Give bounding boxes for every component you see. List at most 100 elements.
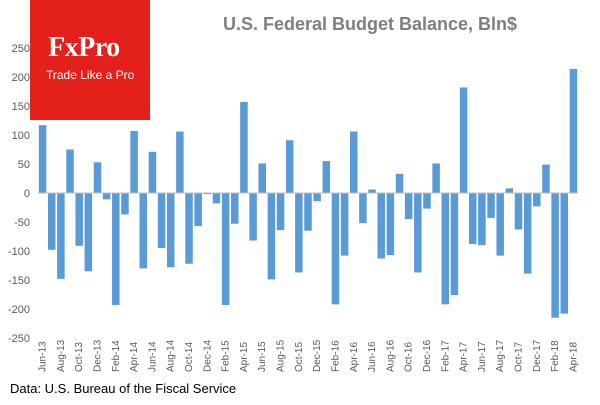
y-axis: 250 200 150 100 50 0 -50 -100 -150 -200 -250	[8, 43, 30, 345]
bar	[258, 163, 266, 193]
y-tick-label: -150	[8, 275, 30, 287]
bar	[569, 68, 578, 193]
x-tick-label: Aug-15	[276, 339, 287, 372]
x-tick-label: Dec-17	[532, 339, 543, 372]
y-tick-label: -50	[14, 217, 30, 229]
fxpro-logo: FxPro Trade Like a Pro	[30, 0, 150, 120]
bar	[468, 193, 477, 245]
x-tick-label: Apr-15	[239, 342, 250, 372]
bar	[340, 193, 349, 256]
x-tick-label: Jun-15	[257, 341, 268, 372]
bar	[121, 193, 129, 215]
bar	[478, 193, 486, 246]
bar	[276, 193, 285, 231]
x-tick-label: Oct-17	[514, 342, 525, 372]
x-tick-label: Jun-13	[38, 341, 49, 372]
x-tick-label: Feb-14	[111, 340, 122, 372]
x-tick-label: Feb-15	[221, 340, 232, 372]
x-tick-label: Dec-15	[312, 339, 323, 372]
bar	[331, 193, 340, 305]
x-tick-label: Oct-16	[404, 342, 415, 372]
bar	[47, 193, 56, 250]
x-tick-label: Feb-17	[440, 340, 451, 372]
x-tick-label: Aug-16	[385, 339, 396, 372]
bar	[221, 193, 230, 305]
x-tick-label: Oct-14	[184, 342, 195, 372]
bar	[560, 193, 569, 314]
source-note: Data: U.S. Bureau of the Fiscal Service	[10, 381, 237, 396]
x-tick-label: Dec-16	[422, 339, 433, 372]
x-tick-label: Oct-15	[294, 342, 305, 372]
bar	[212, 193, 221, 204]
y-tick-label: 50	[18, 159, 30, 171]
x-tick-label: Jun-16	[367, 341, 378, 372]
bar	[496, 193, 504, 256]
x-tick-label: Apr-16	[349, 342, 360, 372]
bar	[533, 193, 541, 207]
bar	[414, 193, 422, 273]
bar-series	[38, 68, 578, 318]
logo-wordmark: FxPro	[48, 32, 120, 63]
logo-tagline: Trade Like a Pro	[46, 68, 135, 82]
x-tick-label: Dec-14	[202, 339, 213, 372]
x-tick-label: Aug-14	[166, 339, 177, 372]
bar	[295, 193, 303, 273]
bar	[75, 193, 83, 246]
bar	[38, 125, 47, 193]
bar	[194, 193, 202, 227]
bar	[322, 161, 331, 193]
bar	[359, 193, 367, 224]
chart-title: U.S. Federal Budget Balance, Bln$	[222, 14, 518, 34]
bar	[432, 163, 440, 193]
x-tick-label: Apr-14	[129, 342, 140, 372]
bar	[148, 151, 157, 193]
bar	[267, 193, 276, 280]
y-tick-label: -250	[8, 333, 30, 345]
bar	[130, 130, 138, 193]
bar	[423, 193, 431, 209]
bar	[441, 193, 450, 305]
bar	[84, 193, 93, 272]
x-tick-label: Jun-17	[477, 341, 488, 372]
bar	[112, 193, 120, 305]
bar	[285, 140, 294, 193]
x-tick-label: Aug-13	[56, 339, 67, 372]
y-tick-label: 150	[12, 101, 30, 113]
bar	[240, 101, 248, 193]
x-tick-label: Apr-17	[459, 342, 470, 372]
bar	[395, 173, 404, 193]
x-tick-label: Feb-16	[330, 340, 341, 372]
bar	[93, 162, 102, 193]
y-tick-label: 100	[12, 130, 30, 142]
bar	[542, 164, 550, 193]
bar	[377, 193, 385, 259]
bar	[459, 87, 468, 193]
bar	[404, 193, 413, 220]
bar	[487, 193, 495, 218]
bar	[185, 193, 193, 264]
y-tick-label: 0	[24, 188, 30, 200]
y-tick-label: 250	[12, 43, 30, 55]
bar	[166, 193, 175, 268]
y-tick-label: 200	[12, 72, 30, 84]
y-tick-label: -200	[8, 304, 30, 316]
bar	[551, 193, 559, 318]
x-tick-label: Dec-13	[92, 339, 103, 372]
bar	[313, 193, 321, 202]
bar	[523, 193, 532, 274]
bar	[514, 193, 523, 230]
bar	[350, 131, 358, 193]
bar	[157, 193, 166, 249]
bar	[450, 193, 459, 296]
bar	[66, 149, 74, 193]
bar	[203, 193, 212, 195]
x-tick-label: Jun-14	[147, 341, 158, 372]
bar	[386, 193, 395, 256]
x-axis: Jun-13 Aug-13 Oct-13 Dec-13 Feb-14 Apr-14 Jun-…	[38, 339, 580, 372]
x-tick-label: Feb-18	[550, 340, 561, 372]
bar	[368, 189, 376, 193]
bar	[249, 193, 257, 241]
bar	[139, 193, 148, 269]
bar	[57, 193, 65, 279]
